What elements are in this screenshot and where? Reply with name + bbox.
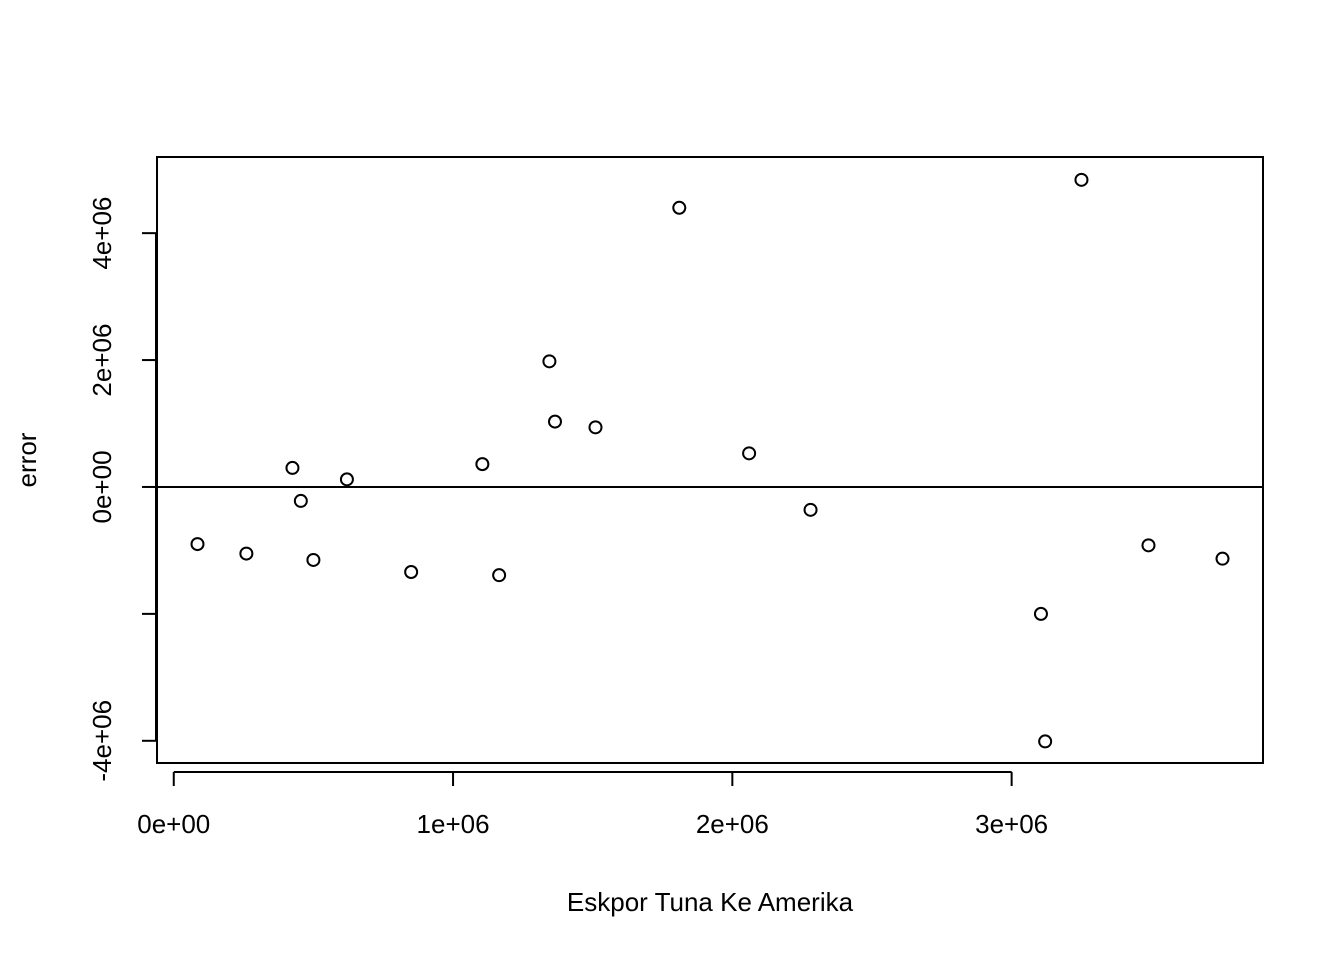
data-point xyxy=(285,460,300,475)
y-tick-label: 2e+06 xyxy=(87,324,117,397)
data-point xyxy=(1038,734,1053,749)
data-point xyxy=(190,537,205,552)
data-point xyxy=(492,568,507,583)
x-tick-label: 0e+00 xyxy=(137,809,210,839)
data-point xyxy=(547,414,562,429)
data-point xyxy=(803,502,818,517)
data-point xyxy=(339,472,354,487)
data-point xyxy=(1033,606,1048,621)
data-point xyxy=(1215,551,1230,566)
data-point xyxy=(1141,538,1156,553)
data-point xyxy=(475,457,490,472)
data-point xyxy=(239,546,254,561)
y-axis-label: error xyxy=(12,432,42,487)
data-point xyxy=(404,564,419,579)
plot-frame xyxy=(156,156,1264,764)
y-tick-label: 4e+06 xyxy=(87,197,117,270)
data-point xyxy=(1074,172,1089,187)
x-axis-label: Eskpor Tuna Ke Amerika xyxy=(567,887,854,917)
x-tick-label: 3e+06 xyxy=(975,809,1048,839)
y-axis: -4e+06 0e+00 2e+06 4e+06 xyxy=(87,197,157,782)
data-point xyxy=(672,200,687,215)
data-point xyxy=(742,446,757,461)
y-tick-label: 0e+00 xyxy=(87,450,117,523)
y-tick-label: -4e+06 xyxy=(87,700,117,782)
x-axis: 0e+00 1e+06 2e+06 3e+06 xyxy=(137,771,1048,839)
data-point xyxy=(306,552,321,567)
x-tick-label: 2e+06 xyxy=(696,809,769,839)
data-point xyxy=(588,420,603,435)
x-tick-label: 1e+06 xyxy=(417,809,490,839)
data-point xyxy=(542,354,557,369)
data-point xyxy=(293,493,308,508)
data-points xyxy=(190,172,1230,749)
